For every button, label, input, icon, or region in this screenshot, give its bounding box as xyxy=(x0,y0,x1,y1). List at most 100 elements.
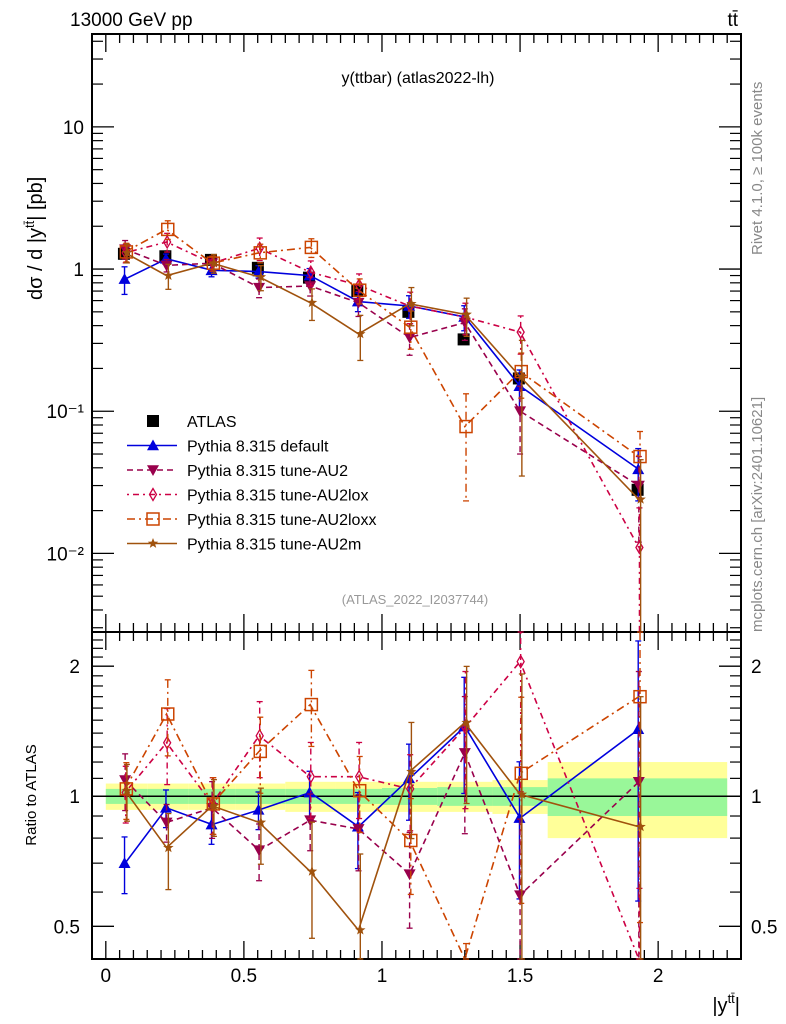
data-point xyxy=(306,865,318,876)
data-point xyxy=(459,419,473,434)
main-y-axis-label: dσ / d |ytt̄| [pb] xyxy=(22,177,47,300)
data-point xyxy=(406,298,417,309)
data-point xyxy=(516,371,528,382)
y-tick-label: 10⁻¹ xyxy=(47,402,85,423)
legend-label: Pythia 8.315 default xyxy=(187,439,329,456)
ratio-panel: 2 2 1 1 0.5 0.5 0 0.5 1 1.5 2 Ratio to ATLAS |ytt̄… xyxy=(23,631,777,1017)
main-plot-area: 10 1 10⁻¹ 10⁻² xyxy=(47,33,742,633)
data-point xyxy=(354,769,364,784)
data-point xyxy=(208,800,220,811)
data-point xyxy=(635,821,646,832)
legend-marker-icon xyxy=(146,512,160,526)
ratio-plot-area: 2 2 1 1 0.5 0.5 0 0.5 1 1.5 2 xyxy=(54,631,777,987)
data-point xyxy=(304,697,319,712)
data-point xyxy=(355,328,366,339)
data-point xyxy=(208,257,220,268)
data-point xyxy=(304,240,319,255)
data-point xyxy=(163,270,174,280)
legend-item: Pythia 8.315 tune-AU2m xyxy=(127,537,361,554)
data-point xyxy=(406,766,417,777)
main-plot-title: y(ttbar) (atlas2022-lh) xyxy=(342,70,495,87)
data-point xyxy=(514,406,527,418)
y-tick-label-right: 1 xyxy=(751,787,762,808)
data-point xyxy=(163,842,174,853)
data-point xyxy=(352,783,367,798)
legend-marker-icon xyxy=(148,487,158,502)
data-point xyxy=(161,222,175,237)
series-line xyxy=(124,696,640,962)
data-point xyxy=(119,775,132,787)
legend-item: Pythia 8.315 tune-AU2loxx xyxy=(127,512,376,529)
y-tick-label: 1 xyxy=(73,260,84,281)
data-point xyxy=(162,735,172,751)
data-point xyxy=(352,824,365,835)
x-axis-label: |ytt̄| xyxy=(712,991,740,1017)
data-point xyxy=(253,282,266,294)
data-point xyxy=(514,890,527,902)
data-point xyxy=(306,264,316,280)
x-tick-label: 1.5 xyxy=(507,966,533,987)
data-point xyxy=(405,781,415,797)
series-pythia-8-315-tune-au2m xyxy=(121,665,646,960)
data-point xyxy=(352,283,367,297)
y-tick-label: 0.5 xyxy=(54,917,80,938)
y-tick-label: 10⁻² xyxy=(47,544,85,565)
series-line xyxy=(124,228,640,458)
series-line xyxy=(124,750,640,897)
data-point xyxy=(255,816,267,827)
data-point xyxy=(119,244,132,256)
series-line xyxy=(124,725,640,864)
series-line xyxy=(124,257,640,471)
x-tick-label: 0 xyxy=(101,966,112,987)
data-point xyxy=(117,247,130,260)
series-line xyxy=(124,252,640,500)
data-point xyxy=(118,273,131,284)
legend-marker-icon xyxy=(147,415,159,427)
main-panel: 10 1 10⁻¹ 10⁻² y(ttbar) (atlas2022-lh) (ATL… xyxy=(22,33,742,633)
legend-label: Pythia 8.315 tune-AU2lox xyxy=(187,488,368,505)
legend-marker-icon xyxy=(147,465,159,476)
data-point xyxy=(352,297,365,309)
data-point xyxy=(516,788,528,799)
series-pythia-8-315-tune-au2loxx xyxy=(119,220,647,502)
data-point xyxy=(403,332,416,344)
series-pythia-8-315-tune-au2 xyxy=(119,670,645,960)
data-point xyxy=(632,777,645,788)
y-tick-label: 1 xyxy=(69,787,80,808)
data-point xyxy=(160,817,173,829)
data-point xyxy=(121,247,133,258)
legend-item: Pythia 8.315 tune-AU2lox xyxy=(127,487,368,505)
legend-label: Pythia 8.315 tune-AU2 xyxy=(187,463,348,480)
data-point xyxy=(255,271,267,282)
data-point xyxy=(635,493,646,504)
data-point xyxy=(635,540,644,555)
series-pythia-8-315-tune-au2m xyxy=(121,243,646,633)
data-point xyxy=(253,744,268,759)
data-point xyxy=(516,324,525,340)
y-tick-label: 10 xyxy=(63,118,84,139)
legend-item: Pythia 8.315 tune-AU2 xyxy=(127,463,348,480)
data-point xyxy=(403,869,416,881)
legend-marker-icon xyxy=(147,439,159,451)
plot-frame xyxy=(91,631,742,960)
x-tick-label: 0.5 xyxy=(231,966,257,987)
data-point xyxy=(121,785,133,796)
header-energy-label: 13000 GeV pp xyxy=(70,10,193,31)
data-point xyxy=(461,308,472,319)
data-point xyxy=(306,769,316,784)
data-point xyxy=(632,480,645,492)
mcplots-label: mcplots.cern.ch [arXiv:2401.10621] xyxy=(749,397,766,632)
ratio-y-axis-label: Ratio to ATLAS xyxy=(23,744,40,845)
data-point xyxy=(516,654,525,669)
legend-label: Pythia 8.315 tune-AU2loxx xyxy=(187,512,376,529)
legend-label: Pythia 8.315 tune-AU2m xyxy=(187,537,361,554)
data-point xyxy=(355,924,366,935)
series-line xyxy=(124,721,640,932)
legend-item: Pythia 8.315 default xyxy=(127,439,329,456)
legend-label: ATLAS xyxy=(187,414,237,431)
watermark-label: (ATLAS_2022_I2037744) xyxy=(342,592,488,607)
y-tick-label: 2 xyxy=(69,657,80,678)
y-tick-label-right: 2 xyxy=(751,657,762,678)
x-tick-label: 2 xyxy=(653,966,664,987)
